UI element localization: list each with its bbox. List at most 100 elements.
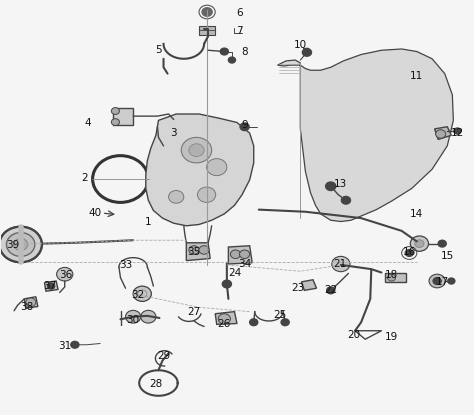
Text: 23: 23 (291, 283, 304, 293)
Polygon shape (24, 297, 38, 308)
Text: 30: 30 (127, 315, 140, 325)
Circle shape (189, 144, 204, 156)
Text: 16: 16 (402, 247, 416, 257)
Circle shape (387, 274, 396, 281)
Text: 36: 36 (60, 271, 73, 281)
Circle shape (220, 48, 228, 55)
Text: 18: 18 (385, 271, 398, 281)
Polygon shape (301, 280, 317, 290)
Text: 27: 27 (187, 307, 201, 317)
Circle shape (198, 187, 216, 203)
Text: 10: 10 (294, 40, 307, 50)
Text: 28: 28 (149, 379, 163, 389)
Circle shape (207, 159, 227, 176)
Circle shape (202, 8, 212, 16)
Circle shape (0, 227, 42, 262)
Text: 35: 35 (187, 247, 201, 257)
Text: 29: 29 (157, 351, 170, 361)
Circle shape (239, 250, 250, 259)
Polygon shape (45, 281, 58, 291)
Polygon shape (199, 26, 215, 35)
Circle shape (302, 49, 311, 56)
Text: 9: 9 (241, 120, 248, 129)
Circle shape (438, 240, 446, 247)
Text: 12: 12 (451, 128, 464, 138)
Circle shape (26, 298, 36, 307)
Circle shape (429, 274, 445, 288)
Circle shape (454, 128, 461, 134)
Circle shape (230, 250, 240, 259)
Circle shape (111, 119, 119, 125)
Circle shape (326, 182, 336, 190)
Circle shape (199, 246, 209, 254)
Circle shape (155, 142, 164, 149)
Text: 14: 14 (410, 209, 423, 219)
Polygon shape (146, 114, 254, 226)
Circle shape (71, 342, 79, 348)
Circle shape (415, 240, 424, 247)
Text: 31: 31 (58, 341, 72, 351)
Text: 34: 34 (238, 259, 251, 269)
Circle shape (337, 260, 346, 268)
Circle shape (141, 310, 156, 323)
Text: 37: 37 (43, 281, 56, 291)
Polygon shape (215, 312, 237, 325)
Circle shape (14, 239, 28, 250)
Text: 39: 39 (6, 240, 19, 250)
Circle shape (448, 278, 455, 284)
Text: 7: 7 (236, 26, 243, 36)
Circle shape (7, 232, 35, 256)
Text: 26: 26 (218, 320, 231, 330)
Text: 24: 24 (228, 269, 241, 278)
Circle shape (56, 267, 73, 281)
Polygon shape (278, 49, 453, 222)
Circle shape (250, 319, 258, 326)
Text: 3: 3 (170, 128, 177, 138)
Text: 6: 6 (236, 8, 243, 18)
Text: 22: 22 (324, 286, 337, 295)
Text: 33: 33 (119, 260, 132, 270)
Polygon shape (385, 273, 406, 282)
Circle shape (281, 319, 289, 326)
Text: 25: 25 (273, 310, 287, 320)
Circle shape (327, 287, 335, 294)
Circle shape (61, 271, 69, 278)
Circle shape (433, 278, 441, 284)
Text: 32: 32 (132, 290, 145, 300)
Text: 11: 11 (410, 71, 423, 81)
Circle shape (332, 256, 350, 272)
Circle shape (181, 137, 212, 163)
Polygon shape (435, 127, 451, 139)
Polygon shape (113, 108, 133, 124)
Circle shape (410, 236, 428, 251)
Text: 8: 8 (241, 46, 248, 56)
Polygon shape (168, 127, 183, 139)
Circle shape (222, 280, 231, 288)
Circle shape (341, 196, 350, 204)
Circle shape (218, 314, 230, 324)
Circle shape (240, 123, 249, 131)
Circle shape (436, 130, 446, 138)
Circle shape (169, 128, 181, 138)
Text: 21: 21 (333, 259, 346, 269)
Circle shape (47, 283, 55, 289)
Circle shape (228, 57, 236, 63)
Circle shape (133, 286, 151, 301)
Text: 40: 40 (89, 208, 102, 218)
Text: 38: 38 (20, 303, 33, 312)
Text: 2: 2 (82, 173, 88, 183)
Circle shape (189, 246, 199, 254)
Circle shape (126, 310, 141, 323)
Polygon shape (228, 246, 252, 264)
Text: 1: 1 (145, 217, 152, 227)
Text: 13: 13 (334, 179, 347, 189)
Text: 15: 15 (441, 251, 454, 261)
Circle shape (405, 249, 413, 256)
Text: 5: 5 (155, 45, 162, 55)
Text: 4: 4 (84, 117, 91, 127)
Circle shape (169, 190, 184, 203)
Text: 19: 19 (385, 332, 398, 342)
Circle shape (111, 107, 119, 115)
Polygon shape (186, 243, 210, 261)
Text: 20: 20 (347, 330, 360, 340)
